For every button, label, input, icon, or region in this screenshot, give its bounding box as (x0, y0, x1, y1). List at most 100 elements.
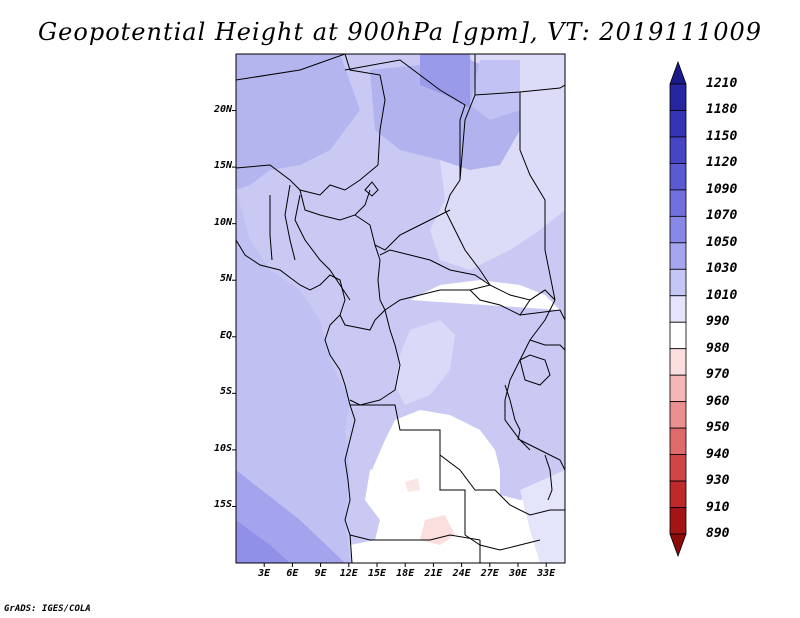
field-1070-southwest (236, 520, 290, 563)
lat-tick-label: 15N (213, 160, 232, 172)
map-title: Geopotential Height at 900hPa [gpm], VT:… (38, 18, 762, 46)
lat-tick-label: 15S (213, 499, 232, 511)
map-frame (235, 53, 566, 564)
colorbar-cell (669, 454, 687, 482)
lon-tick-label: 33E (537, 568, 556, 579)
colorbar-label: 930 (706, 473, 730, 489)
border-uganda-kenya (529, 339, 565, 351)
colorbar-cell (669, 401, 687, 429)
colorbar-label: 1120 (706, 155, 738, 171)
lat-tick-label: EQ (219, 329, 232, 341)
border-angola-zambia (439, 455, 466, 535)
lat-tick-label: 5N (219, 273, 232, 285)
border-sudan-south (469, 289, 546, 316)
border-niger-nigeria (299, 189, 371, 221)
colorbar-cell (669, 348, 687, 376)
colorbar-cell (669, 242, 687, 270)
border-sahara-east (519, 92, 556, 301)
field-1030-east-strip (520, 470, 565, 563)
lon-tick-label: 12E (339, 568, 358, 579)
coast-west-africa (236, 239, 356, 563)
lon-tick-label: 3E (258, 568, 271, 579)
country-borders (236, 54, 565, 563)
colorbar-label: 1070 (706, 208, 738, 224)
height-field (236, 54, 565, 563)
border-benin (284, 184, 296, 261)
colorbar-label: 1090 (706, 181, 738, 197)
colorbar-label: 890 (706, 526, 730, 541)
field-1010-lobe-interior (395, 320, 455, 405)
lon-tick-label: 27E (480, 568, 499, 579)
lon-tick-label: 30E (508, 568, 528, 579)
field-1050-sahara-core (420, 54, 470, 108)
border-mali-algeria (344, 54, 386, 166)
colorbar-cell (669, 189, 687, 217)
colorbar-label: 910 (706, 499, 730, 515)
border-zambia-south (464, 534, 541, 551)
colorbar-cell (669, 215, 687, 244)
lat-tick-label: 10S (213, 442, 232, 454)
border-west-mali (236, 164, 379, 196)
border-zambia-mozambique (494, 489, 565, 516)
colorbar-label: 970 (706, 367, 730, 383)
colorbar-cell (669, 321, 687, 350)
lat-tick-label: 5S (219, 386, 232, 398)
border-drc-east (504, 299, 556, 451)
lon-tick-label: 24E (452, 568, 471, 579)
border-angola-namibia (349, 534, 481, 541)
lake-victoria (519, 354, 551, 386)
colorbar-cell (669, 268, 687, 297)
border-chad-east (444, 179, 491, 286)
colorbar-label: 1180 (706, 102, 738, 118)
colorbar-label: 960 (706, 393, 730, 409)
field-1030-west-coast (236, 190, 350, 563)
border-congo-drc (349, 309, 401, 406)
colorbar-bottom-arrow (669, 533, 687, 558)
lon-tick-label: 9E (314, 568, 327, 579)
colorbar-top-arrow (669, 60, 687, 85)
colorbar-cell (669, 374, 687, 403)
lon-tick-label: 15E (367, 568, 387, 579)
colorbar-label: 1010 (706, 287, 738, 303)
lat-tick-label: 20N (213, 103, 232, 115)
colorbar (669, 60, 687, 558)
lake-malawi (544, 454, 553, 501)
lake-tanganyika (504, 384, 521, 441)
border-drc-angola (350, 404, 495, 491)
lat-tick-label: 10N (213, 216, 232, 228)
field-990-1010-south (370, 410, 500, 530)
colorbar-label: 1050 (706, 234, 738, 250)
grads-credit: GrADS: IGES/COLA (4, 604, 91, 614)
colorbar-cell (669, 163, 687, 191)
border-cameroon-car (374, 244, 386, 311)
border-nigeria-south (294, 194, 351, 301)
border-nigeria-cameroon (354, 209, 451, 251)
border-east-africa (519, 309, 565, 321)
field-1050-east (470, 60, 520, 120)
border-mauritania-mali (236, 54, 346, 81)
colorbar-cell (669, 136, 687, 164)
colorbar-label: 1150 (706, 128, 738, 144)
colorbar-label: 990 (706, 314, 730, 330)
field-990-980-spot (420, 515, 455, 545)
colorbar-cell (669, 507, 687, 535)
colorbar-cell (669, 295, 687, 323)
colorbar-label: 1210 (706, 76, 738, 91)
colorbar-label: 950 (706, 420, 730, 436)
field-1050-southwest (236, 470, 345, 563)
colorbar-cell (669, 83, 687, 111)
lon-tick-label: 18E (396, 568, 415, 579)
border-ghana (269, 195, 273, 261)
border-tanzania (519, 439, 565, 471)
lon-tick-label: 21E (424, 568, 443, 579)
border-chad-sudan (459, 94, 476, 181)
colorbar-cell (669, 480, 687, 508)
field-1030-1050-north (236, 54, 360, 190)
colorbar-cell (669, 110, 687, 138)
colorbar-cell (669, 427, 687, 455)
colorbar-label: 940 (706, 446, 730, 462)
colorbar-label: 980 (706, 340, 730, 356)
border-gabon-congo (339, 309, 386, 331)
lake-chad (364, 181, 379, 197)
